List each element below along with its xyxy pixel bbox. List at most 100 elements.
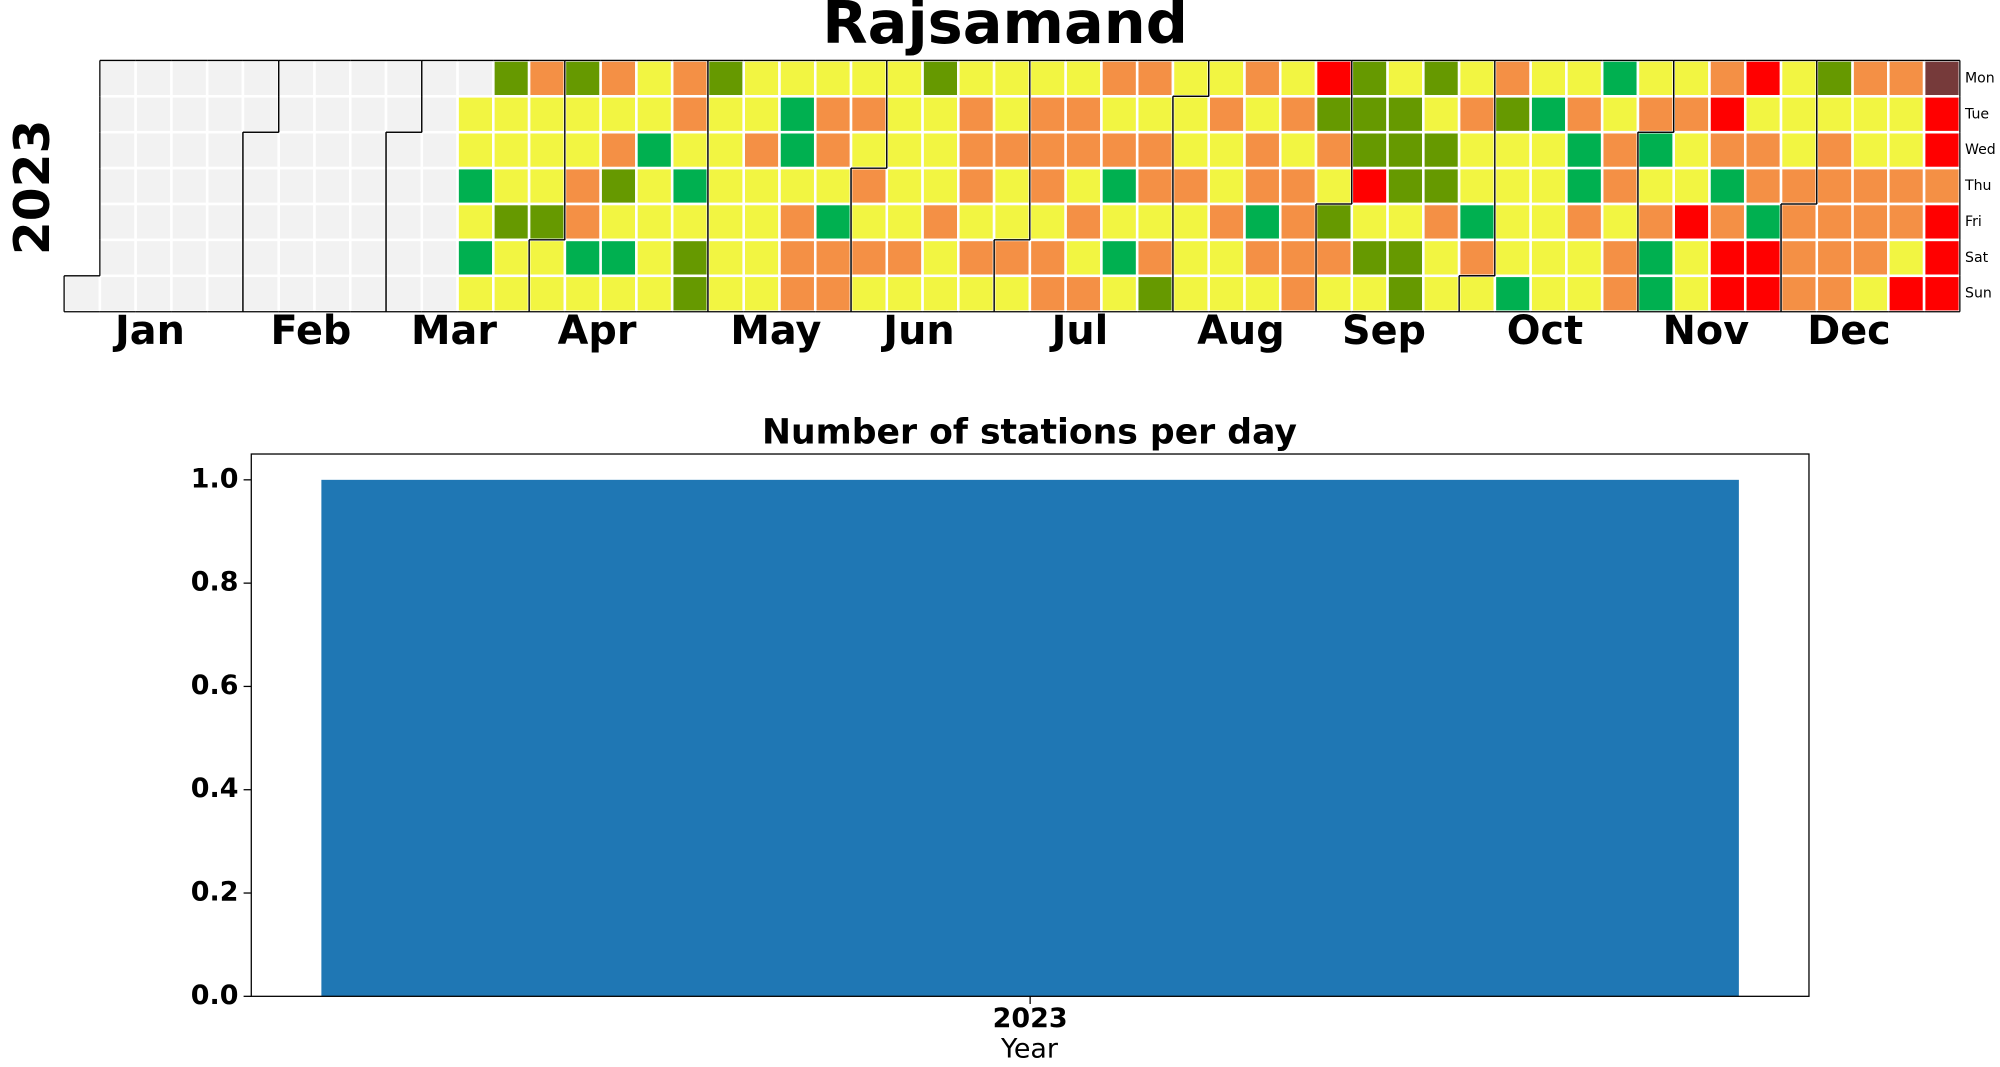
day-cell (1565, 59, 1604, 98)
empty-cell (205, 95, 245, 134)
day-cell (599, 95, 638, 134)
day-cell (1386, 166, 1425, 206)
day-cell (1171, 59, 1211, 98)
empty-cell (313, 238, 352, 278)
day-cell (456, 166, 495, 206)
day-cell (1565, 274, 1604, 313)
day-cell (563, 274, 602, 313)
day-cell (492, 130, 531, 170)
day-cell (1743, 166, 1783, 206)
day-cell (1386, 59, 1425, 98)
empty-cell (313, 202, 352, 242)
axes-frame (250, 453, 1810, 997)
empty-cell (134, 59, 173, 98)
bar-title: Number of stations per day (762, 413, 1297, 453)
day-cell (563, 238, 602, 278)
day-cell (670, 166, 710, 206)
day-cell (1422, 202, 1461, 242)
day-cell (1851, 130, 1890, 170)
day-cell (1171, 274, 1211, 313)
day-cell (1672, 95, 1711, 134)
day-cell (1135, 59, 1175, 98)
empty-cell (241, 130, 280, 170)
day-cell (1422, 130, 1461, 170)
day-cell (742, 130, 781, 170)
day-cell (1779, 238, 1819, 278)
day-cell (992, 95, 1032, 134)
day-cell (1600, 130, 1640, 170)
day-cell (492, 274, 531, 313)
day-cell (456, 238, 495, 278)
day-cell (1350, 95, 1389, 134)
day-cell (1100, 59, 1139, 98)
day-cell (670, 130, 710, 170)
empty-cell (348, 274, 388, 313)
empty-cell (420, 274, 459, 313)
empty-cell (313, 130, 352, 170)
day-cell (992, 130, 1032, 170)
day-cell (1887, 130, 1926, 170)
day-label: Thu (1964, 178, 1991, 194)
day-cell (1743, 274, 1783, 313)
empty-cell (98, 238, 137, 278)
day-cell (992, 238, 1032, 278)
day-cell (1350, 238, 1389, 278)
day-cell (1887, 274, 1926, 313)
day-label: Sun (1965, 286, 1992, 302)
empty-cell (205, 202, 245, 242)
day-cell (1278, 202, 1318, 242)
day-cell (849, 59, 889, 98)
day-cell (1708, 274, 1747, 313)
day-cell (1457, 59, 1497, 98)
day-cell (778, 59, 817, 98)
day-cell (1922, 59, 1962, 98)
day-cell (1636, 166, 1675, 206)
day-cell (1422, 238, 1461, 278)
day-cell (1743, 59, 1783, 98)
day-cell (1887, 238, 1926, 278)
day-cell (1851, 238, 1890, 278)
day-cell (1672, 274, 1711, 313)
day-cell (599, 130, 638, 170)
day-cell (921, 166, 960, 206)
day-cell (957, 166, 996, 206)
day-cell (1529, 130, 1568, 170)
day-cell (885, 166, 924, 206)
day-cell (599, 202, 638, 242)
x-tick-label: 2023 (993, 1003, 1068, 1034)
day-cell (1851, 59, 1890, 98)
day-cell (813, 274, 853, 313)
day-cell (1743, 130, 1783, 170)
day-cell (742, 95, 781, 134)
day-cell (849, 238, 889, 278)
day-cell (563, 166, 602, 206)
day-cell (1815, 59, 1854, 98)
day-cell (1064, 59, 1103, 98)
day-cell (1600, 274, 1640, 313)
day-cell (1815, 238, 1854, 278)
day-cell (1350, 130, 1389, 170)
empty-cell (313, 274, 352, 313)
day-cell (492, 166, 531, 206)
day-cell (992, 166, 1032, 206)
day-cell (1386, 130, 1425, 170)
day-cell (1922, 274, 1962, 313)
day-cell (742, 274, 781, 313)
day-cell (1278, 274, 1318, 313)
empty-cell (241, 59, 280, 98)
day-cell (1064, 166, 1103, 206)
y-tick-label: 0.8 (191, 567, 239, 598)
day-cell (635, 130, 674, 170)
day-cell (706, 202, 746, 242)
day-label: Wed (1965, 142, 1996, 158)
empty-cell (170, 166, 209, 206)
month-label: Jun (880, 308, 954, 354)
empty-cell (98, 130, 137, 170)
day-cell (1529, 202, 1568, 242)
day-cell (1779, 166, 1819, 206)
day-label: Fri (1965, 214, 1982, 230)
empty-cell (384, 130, 424, 170)
day-cell (1171, 166, 1211, 206)
day-cell (527, 274, 567, 313)
day-cell (527, 166, 567, 206)
